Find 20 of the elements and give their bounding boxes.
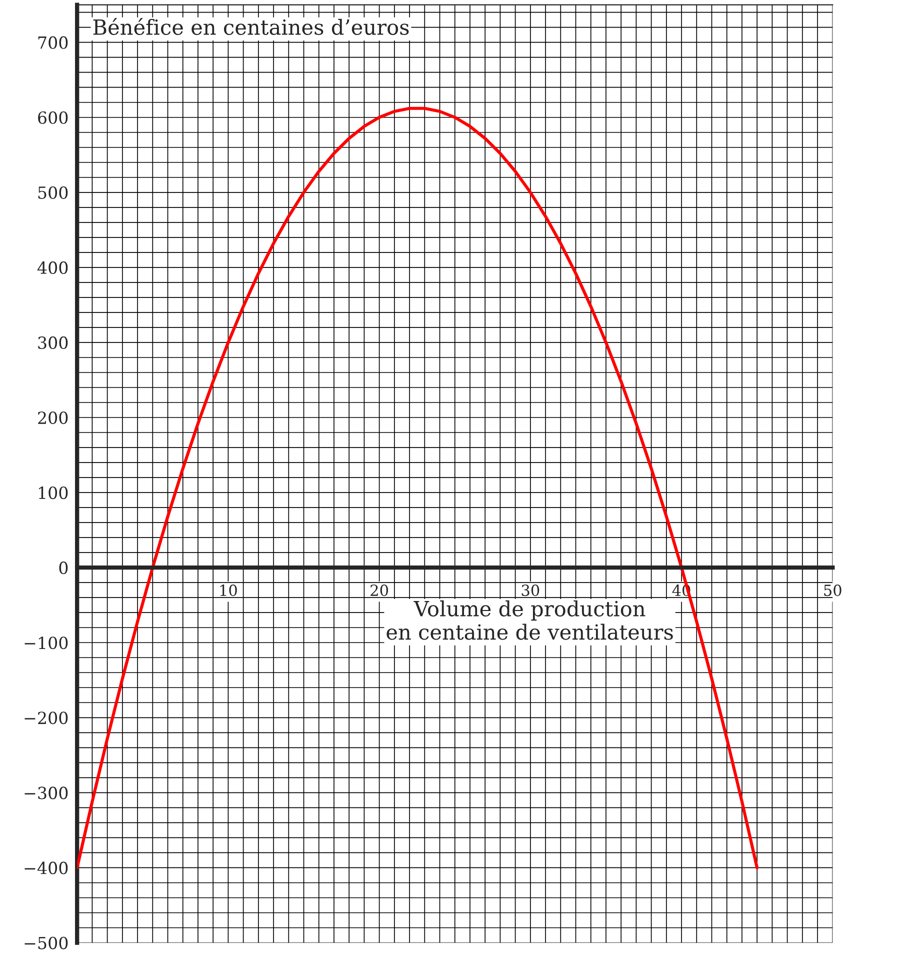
x-tick-label: 30 bbox=[522, 584, 540, 596]
y-tick-label: −300 bbox=[24, 786, 68, 800]
y-tick-label: 300 bbox=[38, 336, 68, 350]
x-axis-title: Volume de production en centaine de ventilateurs bbox=[386, 600, 673, 640]
y-tick-label: 0 bbox=[59, 562, 68, 574]
y-tick-label: 500 bbox=[38, 186, 68, 199]
y-axis-title: Bénéfice en centaines d’euros bbox=[93, 18, 409, 36]
x-tick-label: 50 bbox=[824, 584, 842, 596]
y-tick-label: −500 bbox=[24, 936, 68, 950]
line-series bbox=[77, 106, 759, 870]
y-tick-label: 700 bbox=[38, 36, 68, 49]
y-tick-label: −400 bbox=[24, 862, 68, 874]
y-tick-label: −100 bbox=[24, 636, 68, 650]
y-tick-label: 400 bbox=[37, 261, 68, 274]
y-tick-label: 100 bbox=[38, 486, 68, 500]
y-tick-label: 200 bbox=[38, 411, 68, 424]
y-tick-label: 600 bbox=[38, 111, 68, 124]
x-tick-label: 10 bbox=[220, 584, 237, 596]
y-tick-label: −200 bbox=[24, 712, 68, 724]
x-tick-label: 20 bbox=[370, 584, 388, 596]
